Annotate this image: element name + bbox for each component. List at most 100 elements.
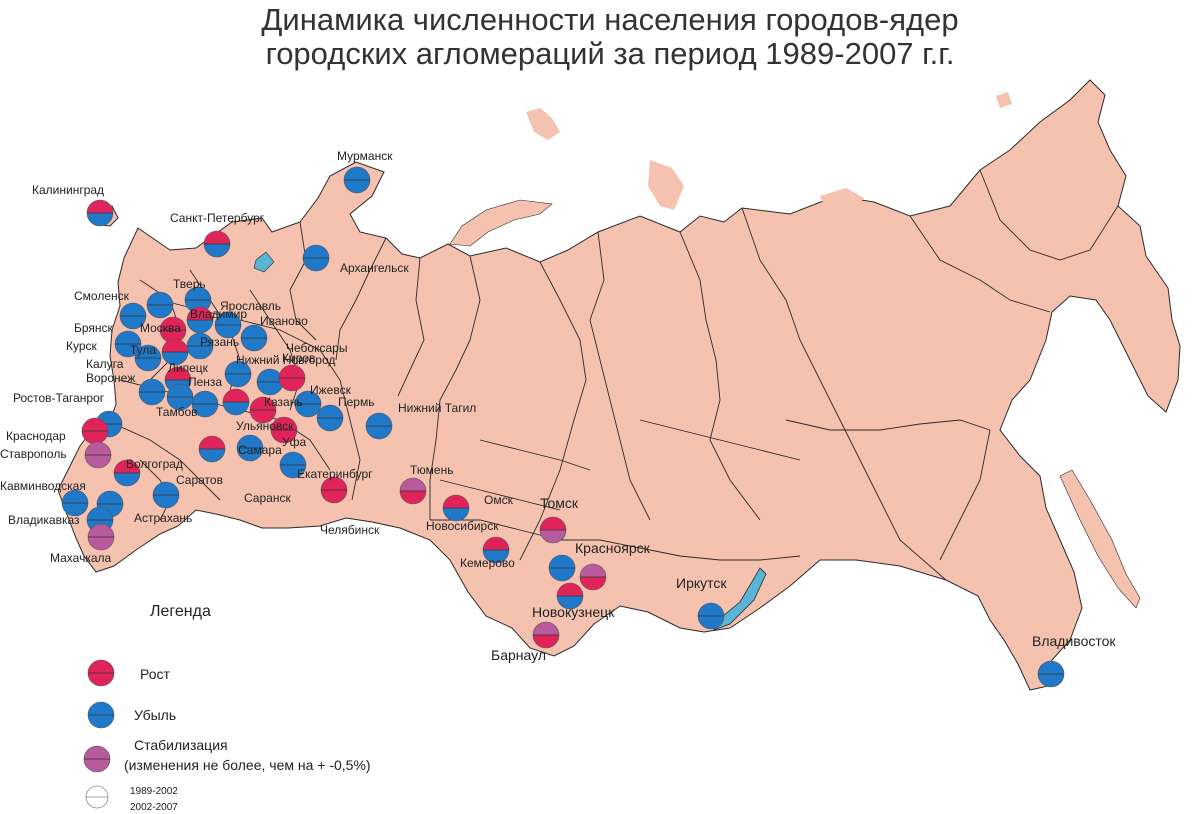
city-34-marker [320, 476, 348, 504]
city-9-label: Брянск [74, 321, 114, 335]
city-15-marker [256, 368, 284, 396]
city-36-marker-1989-2002 [62, 490, 88, 503]
city-16-marker-1989-2002 [279, 365, 305, 378]
city-4-marker-2002-2007 [120, 316, 146, 329]
city-1-label: Калининград [32, 183, 104, 197]
city-16-marker [278, 364, 306, 392]
city-14-marker [161, 338, 189, 366]
border-central-russia [159, 299, 361, 501]
city-40-marker-2002-2007 [443, 508, 469, 521]
city-23-label: Тамбов [156, 405, 198, 419]
city-27-label: Ульяновск [236, 419, 294, 433]
city-38-marker [198, 435, 226, 463]
legend-swatch-1-2002-2007 [88, 715, 114, 728]
city-41-marker [539, 516, 567, 544]
city-30-marker-2002-2007 [85, 455, 111, 468]
city-7-marker-1989-2002 [187, 307, 213, 320]
city-47-marker-2002-2007 [557, 596, 583, 609]
city-50-marker [1037, 660, 1065, 688]
city-46-marker-2002-2007 [580, 577, 606, 590]
legend-label-stable: Стабилизация [134, 737, 228, 753]
city-46-label: Красноярск [575, 540, 651, 556]
city-21-marker-1989-2002 [295, 391, 321, 404]
city-45-label: Кемерово [460, 556, 515, 570]
city-32-marker-2002-2007 [237, 448, 263, 461]
city-11-marker [186, 332, 214, 360]
city-35-label: Кавминводская [0, 479, 86, 493]
legend-swatch-0-1989-2002 [88, 660, 114, 673]
city-18-marker-2002-2007 [139, 392, 165, 405]
border-khabarovsk [939, 429, 991, 561]
legend-title: Легенда [150, 603, 211, 620]
city-38-label: Челябинск [320, 523, 380, 537]
city-31-label: Волгоград [126, 457, 183, 471]
city-48-label: Иркутск [676, 575, 727, 591]
legend-swatch-2-2002-2007 [84, 759, 110, 772]
city-38-marker-2002-2007 [199, 449, 225, 462]
city-8-marker-1989-2002 [241, 325, 267, 338]
city-markers [61, 166, 1065, 688]
city-38-marker-1989-2002 [199, 436, 225, 449]
new-siberian-islands [820, 188, 864, 214]
city-6-marker [214, 311, 242, 339]
city-50-marker-2002-2007 [1038, 674, 1064, 687]
city-22-label: Ростов-Таганрог [13, 391, 105, 405]
border-chukotka [979, 169, 1119, 261]
city-43-label: Новосибирск [426, 519, 499, 533]
city-47-label: Новокузнецк [532, 604, 615, 620]
city-30-marker-1989-2002 [85, 442, 111, 455]
city-29-marker-2002-2007 [82, 431, 108, 444]
city-14-label: Калуга [86, 357, 124, 371]
city-1-marker-2002-2007 [87, 213, 113, 226]
legend-label-growth: Рост [140, 666, 171, 682]
legend-marker-stable [83, 745, 111, 773]
city-46-marker [579, 563, 607, 591]
city-15-label: Чебоксары [286, 341, 347, 355]
city-26-marker-2002-2007 [366, 426, 392, 439]
city-8-label: Иваново [260, 314, 308, 328]
border-tomsk [479, 439, 591, 471]
city-3-label: Архангельск [340, 261, 409, 275]
city-21-label: Ижевск [310, 383, 352, 397]
city-33-marker [279, 451, 307, 479]
city-39-marker-2002-2007 [153, 495, 179, 508]
mainland-russia [57, 79, 1181, 691]
city-32-marker-1989-2002 [237, 435, 263, 448]
city-4-marker [119, 302, 147, 330]
city-6-label: Ярославль [220, 299, 281, 313]
city-50-marker-1989-2002 [1038, 661, 1064, 674]
city-35-marker-2002-2007 [400, 491, 426, 504]
region-borders [109, 169, 1119, 581]
city-20-marker [191, 390, 219, 418]
water-bodies [253, 251, 767, 631]
city-10-marker-1989-2002 [160, 317, 186, 330]
city-7-marker-2002-2007 [187, 320, 213, 333]
city-3-marker-1989-2002 [303, 245, 329, 258]
city-47-marker [556, 582, 584, 610]
city-44-marker-1989-2002 [88, 524, 114, 537]
city-32-label: Самара [238, 443, 282, 457]
city-41-marker-2002-2007 [540, 530, 566, 543]
city-39-marker [152, 481, 180, 509]
legend: Легенда Рост Убыль Стабилизация (изменен… [83, 603, 371, 813]
city-45-marker-1989-2002 [549, 555, 575, 568]
city-24-marker-1989-2002 [250, 397, 276, 410]
legend-swatch-2 [83, 745, 111, 773]
city-29-label: Краснодар [6, 429, 66, 443]
border-south [109, 421, 221, 501]
city-30-label: Ставрополь [0, 447, 67, 461]
city-13-marker-1989-2002 [135, 345, 161, 358]
city-4-marker-1989-2002 [120, 303, 146, 316]
legend-swatch-0-2002-2007 [88, 673, 114, 686]
border-amur [879, 499, 947, 581]
city-28-label: Уфа [282, 435, 306, 449]
novaya-zemlya [449, 199, 553, 247]
city-39-marker-1989-2002 [153, 482, 179, 495]
city-39-label: Омск [484, 493, 514, 507]
city-0-marker-2002-2007 [344, 180, 370, 193]
city-27-marker-1989-2002 [223, 389, 249, 402]
legend-period-top: 1989-2002 [130, 786, 178, 797]
city-13-label: Тула [130, 343, 156, 357]
city-35-marker-1989-2002 [400, 478, 426, 491]
city-33-label: Екатеринбург [297, 467, 373, 481]
